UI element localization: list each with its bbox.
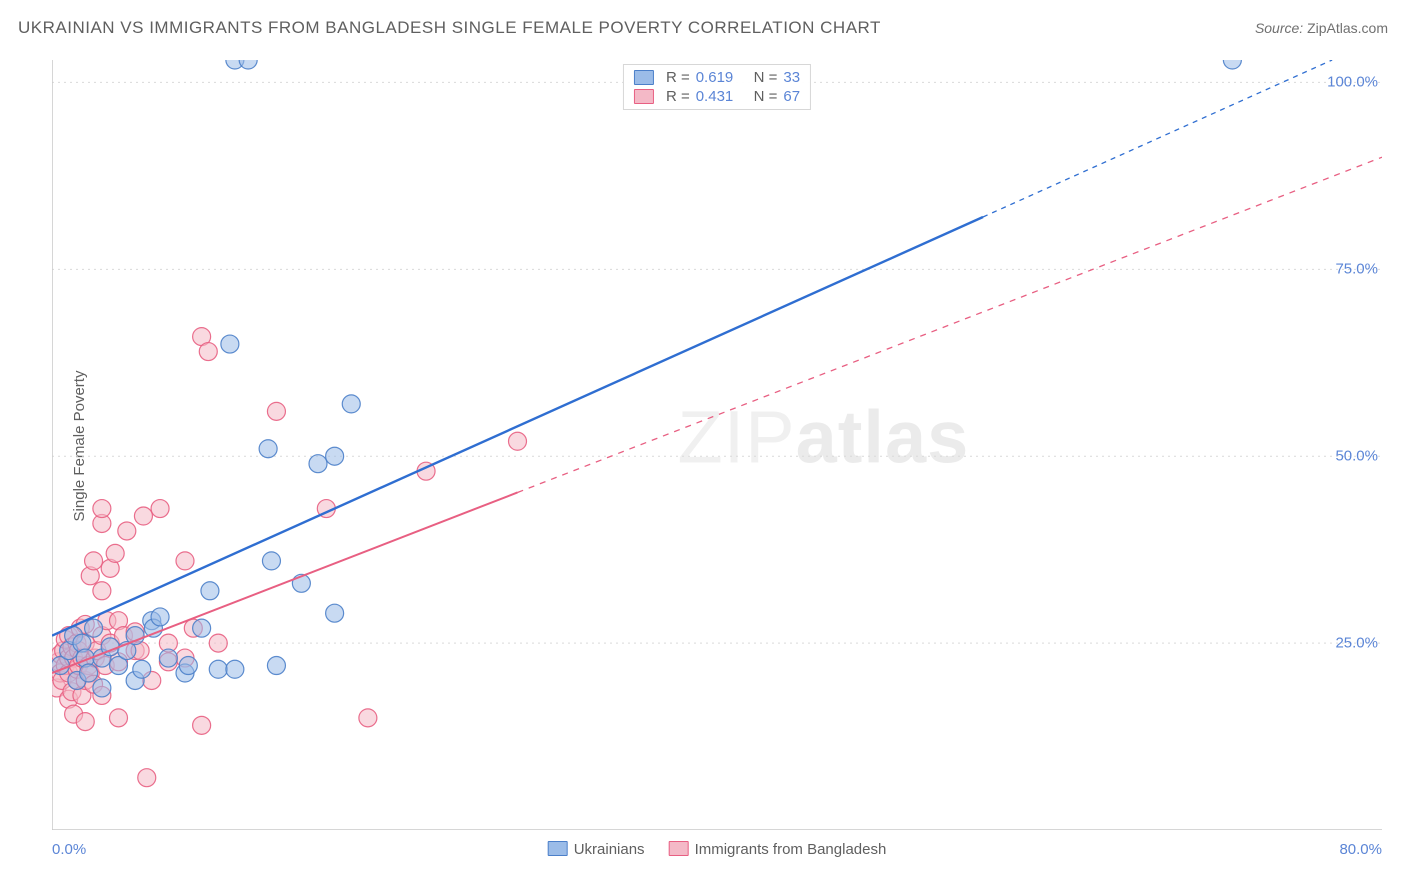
x-tick-max: 80.0% [1339, 841, 1382, 858]
y-tick-label: 75.0% [1335, 261, 1378, 278]
r-label: R = [666, 69, 690, 86]
series-legend: Ukrainians Immigrants from Bangladesh [548, 841, 887, 858]
legend-swatch [634, 70, 654, 85]
source-attribution: Source: ZipAtlas.com [1255, 20, 1388, 36]
source-label: Source: [1255, 20, 1303, 36]
legend-item: Immigrants from Bangladesh [669, 841, 887, 858]
legend-swatch [634, 89, 654, 104]
legend-swatch [548, 841, 568, 856]
r-value: 0.619 [696, 69, 734, 86]
legend-stat-row: R = 0.431 N = 67 [634, 87, 800, 106]
n-value: 67 [783, 88, 800, 105]
scatter-chart-svg [52, 60, 1382, 830]
legend-label: Immigrants from Bangladesh [695, 841, 887, 858]
y-tick-label: 50.0% [1335, 448, 1378, 465]
n-label: N = [754, 69, 778, 86]
legend-swatch [669, 841, 689, 856]
legend-item: Ukrainians [548, 841, 645, 858]
chart-title: UKRAINIAN VS IMMIGRANTS FROM BANGLADESH … [18, 18, 881, 38]
r-label: R = [666, 88, 690, 105]
plot-area: ZIPatlas R = 0.619 N = 33 R = 0.431 N = … [52, 60, 1382, 830]
x-tick-min: 0.0% [52, 841, 86, 858]
y-tick-label: 25.0% [1335, 635, 1378, 652]
legend-stat-row: R = 0.619 N = 33 [634, 68, 800, 87]
n-value: 33 [783, 69, 800, 86]
legend-label: Ukrainians [574, 841, 645, 858]
source-name: ZipAtlas.com [1307, 20, 1388, 36]
correlation-legend: R = 0.619 N = 33 R = 0.431 N = 67 [623, 64, 811, 110]
n-label: N = [754, 88, 778, 105]
y-tick-label: 100.0% [1327, 74, 1378, 91]
r-value: 0.431 [696, 88, 734, 105]
